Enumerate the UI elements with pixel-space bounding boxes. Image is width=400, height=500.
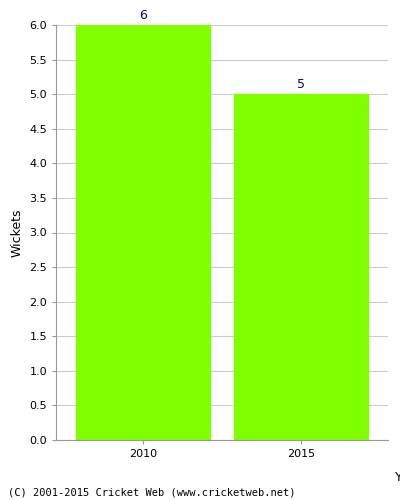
Text: 5: 5 bbox=[297, 78, 305, 90]
Bar bbox=[76, 25, 210, 440]
Text: 6: 6 bbox=[139, 8, 147, 22]
Bar bbox=[234, 94, 368, 440]
Y-axis label: Wickets: Wickets bbox=[11, 208, 24, 257]
Text: Year: Year bbox=[395, 470, 400, 484]
Text: (C) 2001-2015 Cricket Web (www.cricketweb.net): (C) 2001-2015 Cricket Web (www.cricketwe… bbox=[8, 488, 296, 498]
